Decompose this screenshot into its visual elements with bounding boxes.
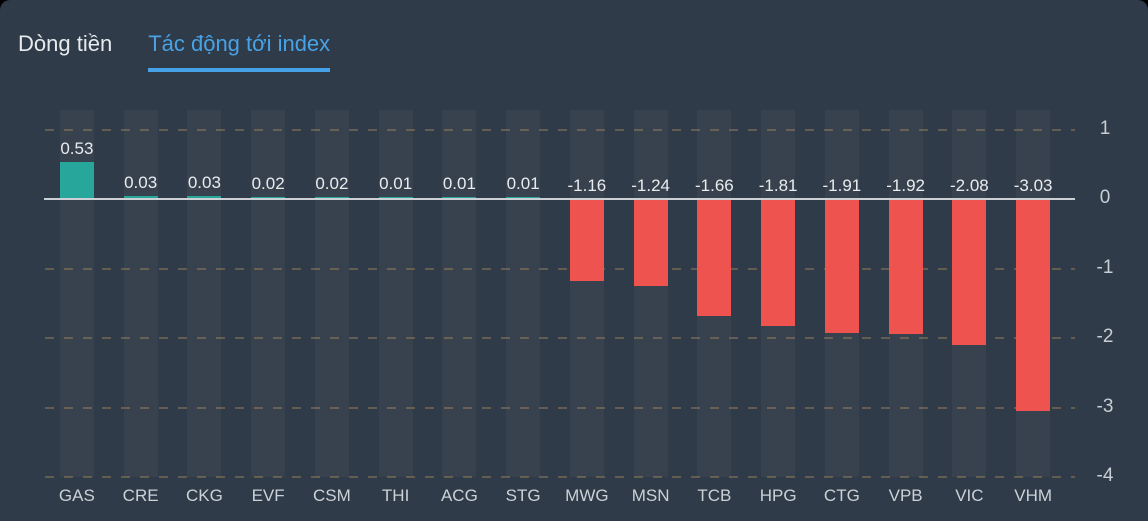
bar-ACG[interactable] <box>442 197 477 199</box>
bar-value-label: 0.01 <box>506 174 540 194</box>
bar-value-label: -1.91 <box>822 176 862 196</box>
x-axis-label: CTG <box>823 486 860 505</box>
x-axis-label: MSN <box>631 486 670 505</box>
tab-bar: Dòng tiền Tác động tới index <box>0 0 1148 88</box>
bar-VHM[interactable] <box>1016 200 1051 411</box>
bar-THI[interactable] <box>378 197 413 199</box>
x-axis-label: CSM <box>312 486 351 505</box>
bar-CRE[interactable] <box>123 196 158 199</box>
bar-value-label: 0.02 <box>251 174 285 193</box>
bar-HPG[interactable] <box>761 200 796 326</box>
category-band <box>442 110 477 477</box>
x-axis-label: CRE <box>122 486 159 505</box>
y-axis-label: -2 <box>1096 326 1114 348</box>
category-band <box>569 110 604 477</box>
y-axis-label: 0 <box>1099 187 1111 209</box>
x-axis-label: GAS <box>58 486 95 505</box>
y-axis-label: -1 <box>1096 256 1114 278</box>
x-axis-label: TCB <box>697 486 732 505</box>
gridline <box>45 267 1075 270</box>
tab-tac-dong-toi-index[interactable]: Tác động tới index <box>148 30 331 72</box>
tab-dong-tien[interactable]: Dòng tiền <box>18 31 113 56</box>
x-axis-label: EVF <box>251 486 285 505</box>
zero-axis-line <box>44 198 1075 201</box>
bar-value-label: 0.03 <box>187 173 221 193</box>
bar-EVF[interactable] <box>251 197 286 199</box>
x-axis-label: CKG <box>185 486 223 505</box>
gridline <box>45 406 1075 409</box>
category-band <box>633 110 668 477</box>
y-axis-label: 1 <box>1099 118 1111 139</box>
bar-value-label: 0.01 <box>379 174 413 194</box>
x-axis-label: THI <box>381 486 410 505</box>
y-axis-label: -3 <box>1096 395 1114 417</box>
category-band <box>123 110 158 477</box>
bar-value-label: -1.16 <box>567 176 607 196</box>
category-band <box>314 110 349 477</box>
bar-CTG[interactable] <box>824 200 859 333</box>
y-axis-label: -4 <box>1096 465 1114 486</box>
category-band <box>378 110 413 477</box>
category-band <box>506 110 541 477</box>
category-band <box>251 110 286 477</box>
x-axis-label: VPB <box>888 486 923 505</box>
bar-value-label: -1.81 <box>758 176 798 196</box>
bar-value-label: 0.53 <box>60 138 94 158</box>
bar-value-label: -1.66 <box>695 176 734 196</box>
bar-value-label: -1.92 <box>886 176 925 196</box>
bar-VIC[interactable] <box>952 200 987 345</box>
bar-CKG[interactable] <box>187 196 222 199</box>
bar-value-label: 0.03 <box>124 173 158 193</box>
x-axis-label: ACG <box>440 486 478 505</box>
bar-GAS[interactable] <box>59 161 94 199</box>
bar-STG[interactable] <box>506 197 541 199</box>
gridline <box>45 476 1075 478</box>
category-band <box>187 110 222 477</box>
x-axis-label: STG <box>505 486 541 505</box>
x-axis-label: MWG <box>565 486 609 505</box>
x-axis-label: VIC <box>955 486 984 505</box>
gridline <box>45 129 1075 131</box>
bar-MSN[interactable] <box>633 200 668 287</box>
bar-TCB[interactable] <box>697 200 732 316</box>
bar-MWG[interactable] <box>569 200 604 281</box>
x-axis-label: HPG <box>759 486 797 505</box>
bar-value-label: -1.24 <box>631 176 670 196</box>
bar-CSM[interactable] <box>314 197 349 199</box>
bar-value-label: 0.01 <box>442 174 476 194</box>
x-axis-label: VHM <box>1014 486 1053 505</box>
gridline <box>45 337 1075 340</box>
bar-VPB[interactable] <box>888 200 923 334</box>
bar-value-label: 0.02 <box>315 174 349 193</box>
bar-value-label: -3.03 <box>1013 176 1053 196</box>
bar-value-label: -2.08 <box>950 176 989 196</box>
